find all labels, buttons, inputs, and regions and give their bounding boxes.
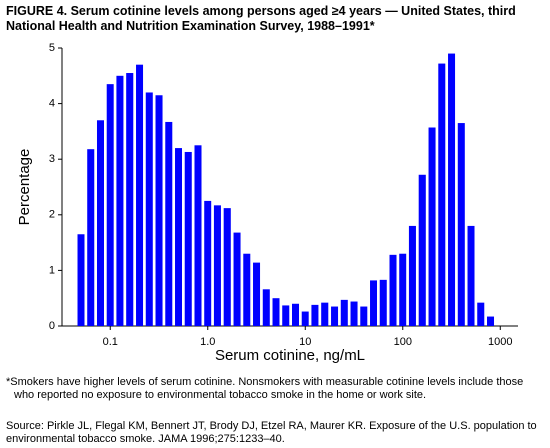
bar	[379, 279, 387, 326]
bar	[389, 254, 397, 326]
source: Source: Pirkle JL, Flegal KM, Bennert JT…	[6, 420, 537, 445]
bar	[145, 92, 153, 326]
y-tick-label: 3	[49, 153, 55, 165]
bar	[175, 148, 182, 326]
bar	[301, 311, 309, 326]
bar	[262, 289, 270, 326]
bar	[438, 63, 446, 327]
y-tick-label: 5	[49, 42, 55, 54]
bar	[360, 306, 368, 326]
bar	[428, 127, 436, 327]
x-tick-label: 100	[394, 336, 412, 348]
bar	[370, 280, 378, 326]
bar	[467, 225, 475, 326]
bar	[155, 95, 163, 326]
bar	[311, 304, 319, 326]
bar	[213, 205, 221, 326]
bar	[418, 174, 426, 326]
bar	[126, 73, 134, 327]
bar	[321, 302, 329, 326]
bar	[282, 305, 290, 326]
bar	[87, 149, 95, 326]
x-tick-label: 0.1	[103, 336, 118, 348]
y-tick-label: 1	[49, 264, 55, 276]
bar	[487, 316, 495, 326]
x-axis-label: Serum cotinine, ng/mL	[215, 347, 365, 364]
x-tick-label: 1.0	[200, 336, 215, 348]
y-axis-label: Percentage	[16, 149, 33, 226]
y-tick-label: 4	[49, 98, 55, 110]
bar	[243, 253, 251, 326]
y-tick-label: 0	[49, 320, 55, 332]
bar	[77, 234, 85, 326]
bar	[340, 299, 348, 326]
bar	[223, 208, 231, 326]
bar	[96, 120, 105, 326]
x-tick-label: 1000	[488, 336, 512, 348]
bar	[106, 84, 114, 326]
bar	[165, 121, 173, 326]
bar	[399, 253, 407, 326]
bar	[331, 306, 339, 326]
bar	[116, 75, 124, 326]
bar	[204, 200, 212, 326]
bar	[448, 53, 456, 327]
chart-title: FIGURE 4. Serum cotinine levels among pe…	[6, 4, 516, 33]
bar	[408, 225, 416, 326]
bar	[457, 123, 465, 326]
bar	[253, 262, 261, 326]
bar	[194, 145, 202, 326]
y-tick-label: 2	[49, 209, 55, 221]
footnote: *Smokers have higher levels of serum cot…	[6, 376, 524, 401]
x-tick-label: 10	[299, 336, 311, 348]
bar	[350, 301, 358, 326]
bar	[184, 151, 192, 326]
bar	[272, 298, 280, 326]
bar	[136, 64, 144, 327]
bar	[292, 303, 300, 326]
bar	[477, 302, 485, 326]
chart: Percentage Serum cotinine, ng/mL 0 1 2 3 4 5 0…	[16, 42, 518, 364]
bar	[233, 232, 241, 326]
